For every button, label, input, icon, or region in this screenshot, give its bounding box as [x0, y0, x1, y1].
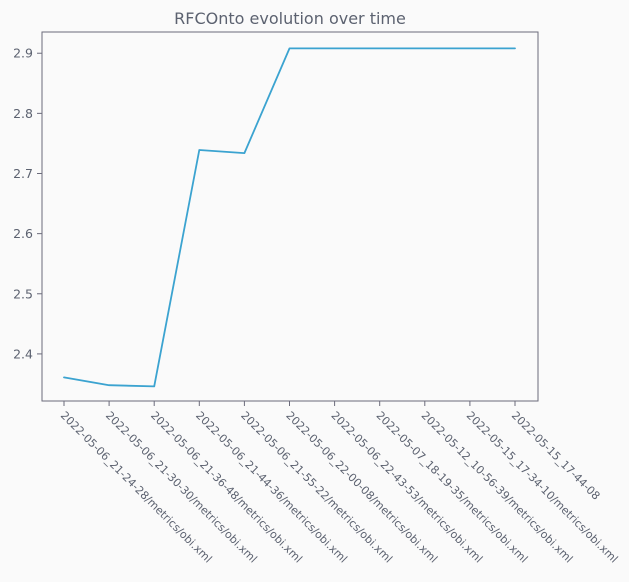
series-line — [63, 47, 516, 388]
y-tick-label: 2.6 — [13, 226, 33, 241]
plot-frame — [41, 31, 539, 402]
x-axis: 2022-05-06_21-24-28/metrics/obi.xml2022-… — [58, 401, 620, 566]
x-tick-label: 2022-05-15_17-44-08 — [509, 409, 603, 503]
y-tick-label: 2.9 — [13, 46, 33, 61]
y-tick-label: 2.7 — [13, 166, 33, 181]
y-axis: 2.4 2.5 2.6 2.7 2.8 2.9 — [13, 46, 42, 361]
series-group — [63, 47, 516, 388]
y-tick-label: 2.5 — [13, 286, 33, 301]
chart-title: RFCOnto evolution over time — [174, 9, 406, 28]
y-tick-label: 2.8 — [13, 106, 33, 121]
y-tick-label: 2.4 — [13, 346, 33, 361]
